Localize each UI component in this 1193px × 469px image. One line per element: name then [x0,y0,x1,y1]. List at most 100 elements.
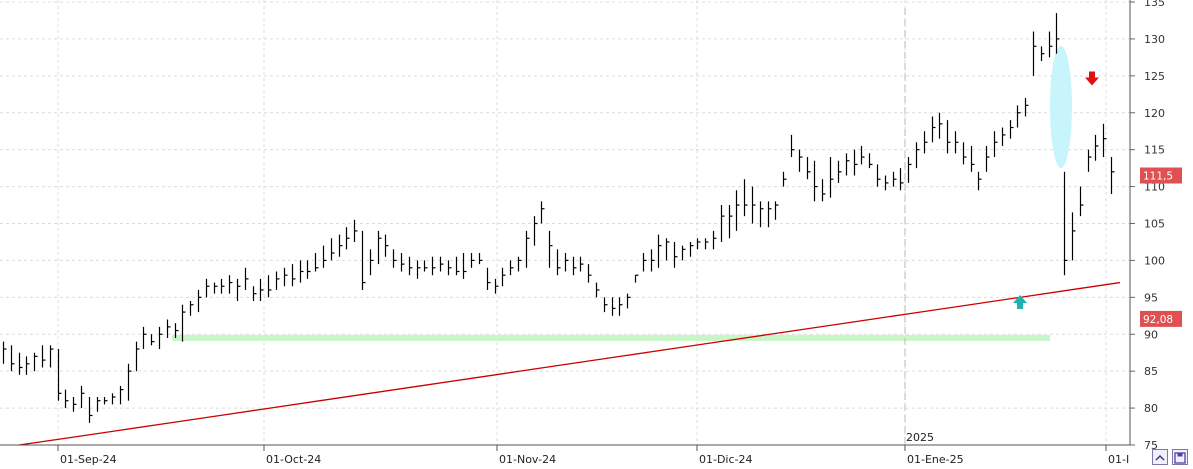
ohlc-bar [712,230,717,250]
ohlc-bar [681,245,686,261]
x-tick-label: 01-I [1108,453,1129,466]
ohlc-bar [1094,134,1099,161]
ohlc-bar [408,256,413,276]
ohlc-bar [369,249,374,276]
ohlc-bar [291,264,296,287]
ohlc-bar [868,153,873,169]
ohlc-bar [25,356,30,375]
ohlc-bar [533,216,538,246]
ohlc-bar [96,397,101,412]
ohlc-bar [220,278,225,294]
y-tick-label: 100 [1144,254,1165,267]
collapse-icon[interactable] [1152,449,1168,465]
ohlc-bar [720,205,725,242]
ohlc-bar [782,171,787,187]
ohlc-bar [377,230,382,265]
ohlc-bar [181,304,186,342]
ohlc-bar [1016,105,1021,128]
ma-value-tag [1140,310,1182,327]
buy-arrow-icon [1013,295,1027,310]
ohlc-bar [478,253,483,265]
ohlc-bar [189,301,194,316]
y-axis: 75 80 85 90 95 100 105 110 115 120 125 130 135 [1129,0,1165,452]
ohlc-bar [447,260,452,276]
ohlc-bar [283,267,288,287]
ohlc-bar [228,275,233,294]
price-tags: 111,5 92,08 [1140,167,1182,327]
ohlc-bar [611,297,616,316]
ohlc-bar [1009,120,1014,139]
y-tick-label: 105 [1144,218,1165,231]
ohlc-bar [150,334,155,346]
ohlc-bar [884,175,889,191]
ohlc-bar [977,171,982,191]
ohlc-bar [509,260,514,276]
ohlc-bar [704,238,709,250]
ohlc-bar [64,389,69,409]
ohlc-bar [455,256,460,276]
ohlc-bar [306,260,311,279]
ohlc-bar [985,145,990,172]
ohlc-bar [1032,31,1037,76]
ohlc-bar [689,241,694,257]
ohlc-bar [1087,149,1092,172]
ohlc-bar [790,134,795,158]
sell-arrow-icon [1085,71,1099,86]
chevron-up-icon [1155,454,1165,461]
x-tick-label: 01-Sep-24 [60,453,117,466]
support-zone [172,334,1050,341]
ohlc-bar [384,234,389,257]
ohlc-bar [845,153,850,176]
ohlc-bar [18,352,23,375]
ohlc-bar [486,267,491,290]
save-icon[interactable] [1172,449,1188,465]
ohlc-bar [564,253,569,272]
y-tick-label: 95 [1144,291,1158,304]
ohlc-bar [2,341,7,364]
highlight-ellipse [1050,46,1072,168]
ohlc-bar [618,297,623,316]
ohlc-bar [1110,157,1115,194]
ohlc-bar [1048,31,1053,58]
x-tick-label: 01-Nov-24 [499,453,556,466]
ohlc-bar [259,278,264,302]
ma-value-label: 92,08 [1143,314,1173,326]
ohlc-bar [673,241,678,268]
ohlc-bar [548,230,553,268]
ohlc-bar [899,168,904,191]
ohlc-bar [946,120,951,154]
ohlc-bar [1055,13,1060,54]
ohlc-bar [299,260,304,283]
ohlc-bar [1040,46,1045,62]
ohlc-bar [892,171,897,187]
ohlc-bar [158,326,163,350]
ohlc-bar [634,274,639,283]
ohlc-bar [174,323,179,338]
ohlc-bar [642,253,647,272]
ohlc-bar [166,319,171,338]
ohlc-bar [743,179,748,217]
x-axis: 01-Sep-24 01-Oct-24 01-Nov-24 01-Dic-24 01-E… [0,444,1130,466]
ohlc-bar [587,264,592,283]
ohlc-bar [774,201,779,220]
ohlc-bar [595,282,600,298]
ohlc-bar [798,149,803,172]
ohlc-bar [821,179,826,202]
ohlc-bar [57,349,62,401]
ohlc-bar [345,227,350,250]
ohlc-bar [236,278,241,302]
ohlc-bar [931,116,936,143]
ohlc-bar [813,160,818,202]
ohlc-bar [696,238,701,250]
last-price-label: 111,5 [1143,171,1173,183]
ohlc-bar [275,271,280,290]
ohlc-bar [392,249,397,268]
ohlc-bar [572,256,577,276]
y-tick-label: 85 [1144,365,1158,378]
ohlc-bar [135,341,140,372]
ohlc-bar [954,131,959,154]
ohlc-bar [853,149,858,176]
ohlc-bar [525,230,530,268]
ohlc-bar [72,397,77,412]
